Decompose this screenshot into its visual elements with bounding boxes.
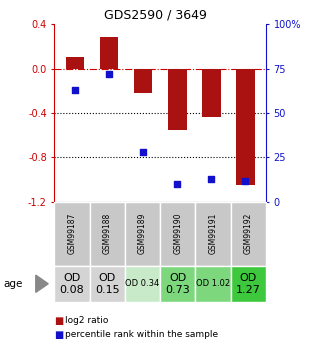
Text: GSM99192: GSM99192 <box>244 213 253 254</box>
Text: OD 0.34: OD 0.34 <box>125 279 160 288</box>
Text: log2 ratio: log2 ratio <box>65 316 109 325</box>
Text: GSM99190: GSM99190 <box>173 213 182 255</box>
Bar <box>54 266 90 302</box>
Bar <box>231 266 266 302</box>
Bar <box>160 202 195 266</box>
Bar <box>54 202 90 266</box>
Point <box>72 87 77 93</box>
Text: OD
0.73: OD 0.73 <box>165 273 190 295</box>
Bar <box>195 266 231 302</box>
Bar <box>202 69 221 117</box>
Text: OD
0.08: OD 0.08 <box>60 273 84 295</box>
Text: GSM99187: GSM99187 <box>67 213 77 254</box>
Polygon shape <box>36 275 48 293</box>
Bar <box>90 202 125 266</box>
Text: ■: ■ <box>54 316 64 326</box>
Text: GSM99188: GSM99188 <box>103 213 112 254</box>
Text: OD
1.27: OD 1.27 <box>236 273 261 295</box>
Text: percentile rank within the sample: percentile rank within the sample <box>65 330 218 339</box>
Text: OD
0.15: OD 0.15 <box>95 273 120 295</box>
Bar <box>168 69 187 130</box>
Bar <box>90 266 125 302</box>
Bar <box>231 202 266 266</box>
Text: ■: ■ <box>54 330 64 339</box>
Text: GSM99191: GSM99191 <box>209 213 217 254</box>
Bar <box>125 202 160 266</box>
Point <box>141 149 146 155</box>
Text: GDS2590 / 3649: GDS2590 / 3649 <box>104 9 207 22</box>
Bar <box>236 69 255 185</box>
Text: OD 1.02: OD 1.02 <box>196 279 230 288</box>
Bar <box>66 58 84 69</box>
Bar <box>125 266 160 302</box>
Bar <box>134 69 152 93</box>
Bar <box>160 266 195 302</box>
Text: age: age <box>3 279 22 289</box>
Point <box>243 178 248 183</box>
Point <box>175 181 180 187</box>
Text: GSM99189: GSM99189 <box>138 213 147 254</box>
Point <box>209 176 214 181</box>
Bar <box>195 202 231 266</box>
Point <box>106 71 111 77</box>
Bar <box>100 38 118 69</box>
